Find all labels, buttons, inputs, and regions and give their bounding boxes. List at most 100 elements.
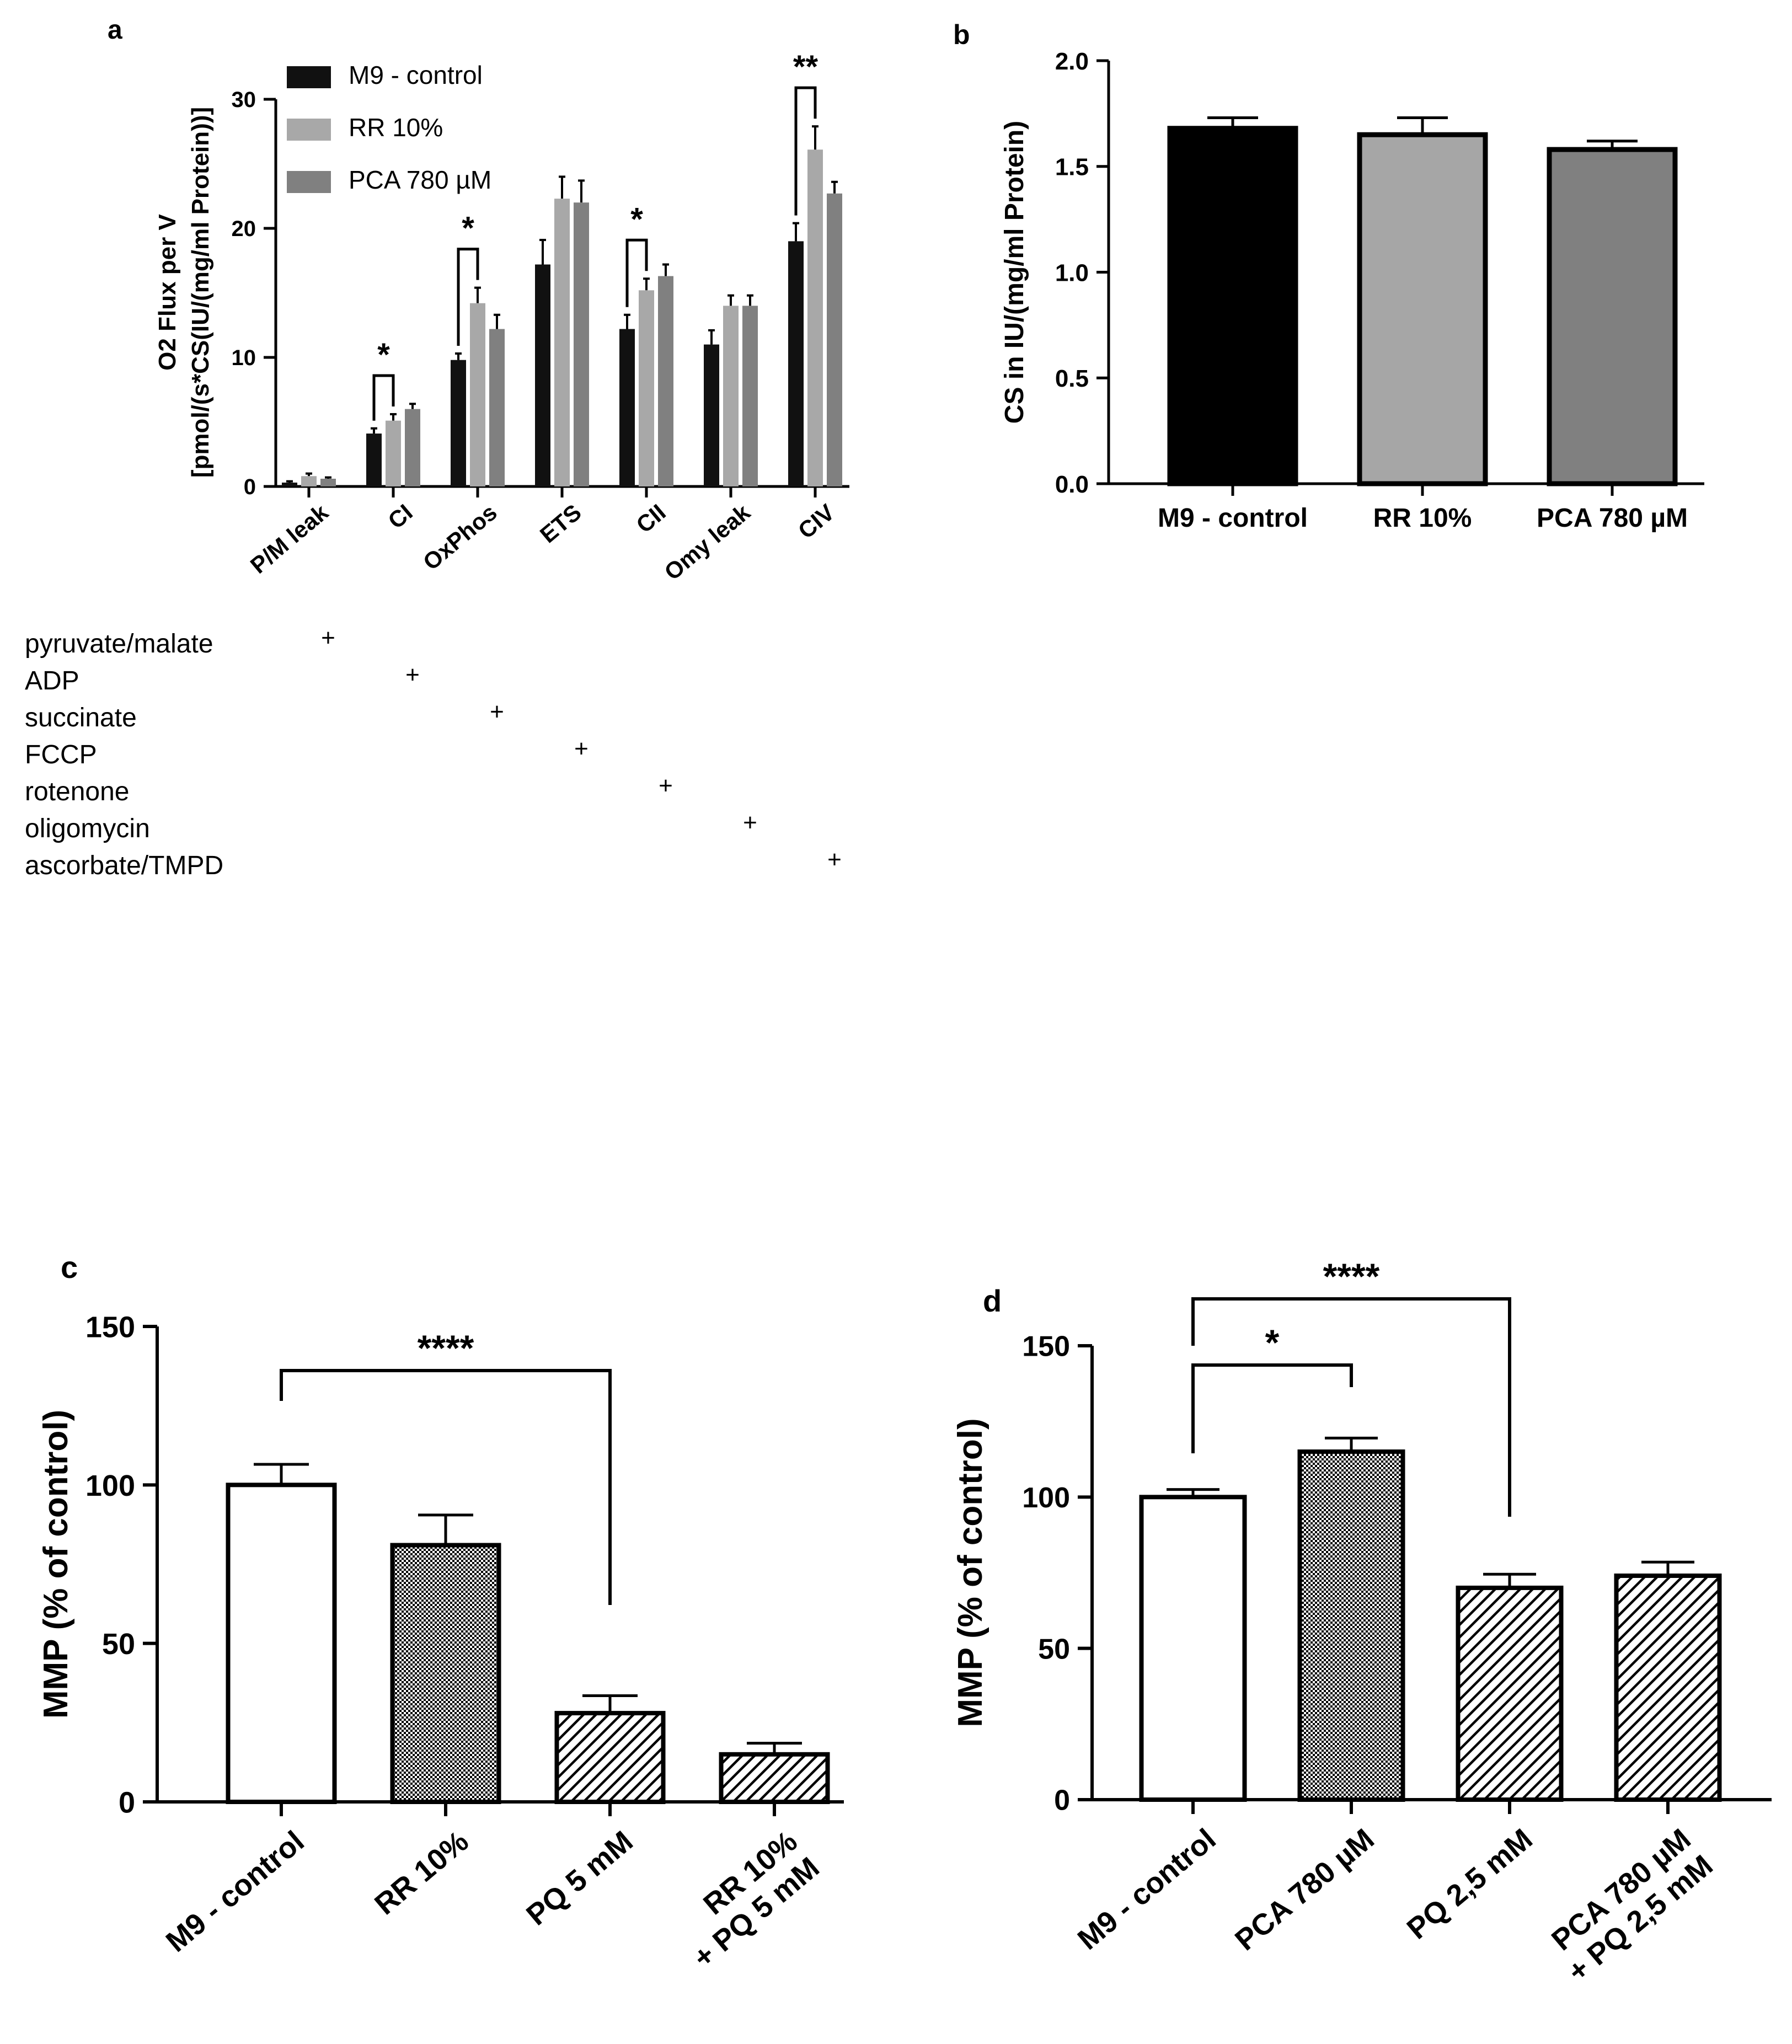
x-tick-label-line: M9 - control [160,1824,311,1959]
y-axis-label: MMP (% of control) [951,1418,989,1727]
significance-label: **** [1323,1256,1380,1297]
bar-pca-780-m-ci [405,409,420,486]
panel-letter: c [61,1250,78,1285]
significance-label: * [462,211,474,247]
x-tick-label: Omy leak [659,499,755,585]
y-tick-label: 0.5 [1055,365,1089,392]
bar-pq-5-mm [554,1711,666,1804]
y-tick-label: 20 [232,217,256,241]
bar-m9-control-oxphos [451,360,466,486]
y-tick-label: 50 [1038,1633,1070,1665]
bar-rr-10-cii [639,290,654,486]
x-tick-label: PCA 780 µM [1537,504,1688,533]
x-tick-label: P/M leak [245,499,333,578]
legend-label: PCA 780 µM [349,165,491,194]
bar-m9-control-civ [788,241,804,486]
x-tick-label: RR 10% [368,1824,475,1921]
x-tick-label-line: PQ 2,5 mM [1401,1822,1539,1945]
panel-a-chart: a 0 10 20 30 O2 Flux per V [pmol/(s*CS(IU/(mg/… [25,15,849,880]
y-tick-label: 30 [232,88,256,112]
legend-label: M9 - control [349,61,483,89]
substrate-label: pyruvate/malate [25,629,213,659]
substrate-mark: + [405,661,420,688]
y-tick-label: 150 [85,1310,135,1344]
significance-bracket [625,238,648,307]
substrate-label: ADP [25,666,79,695]
bar-rr-10-p-m-leak [301,476,317,486]
significance-bracket [372,374,395,421]
legend-swatch [287,66,331,88]
y-axis-label: MMP (% of control) [37,1410,75,1719]
substrate-mark: + [827,846,842,873]
legend-swatch [287,119,331,141]
significance-bracket [1191,1297,1511,1517]
bar-m9-control-ci [366,434,382,486]
significance-bracket [457,248,479,346]
y-tick-label: 100 [85,1469,135,1502]
x-tick-label-line: PQ 5 mM [520,1824,639,1931]
bar-rr-10-pq-5-mm [719,1752,830,1805]
x-tick-label: PQ 5 mM [520,1824,639,1931]
x-tick-label: M9 - control [1072,1822,1222,1956]
y-axis-label: [pmol/(s*CS(IU/(mg/ml Protein))] [187,107,214,478]
substrate-label: oligomycin [25,814,150,843]
y-tick-label: 150 [1022,1331,1070,1363]
bar-pca-780-m [1297,1449,1405,1802]
x-tick-label: PCA 780 µM [1229,1822,1381,1957]
y-tick-label: 0 [119,1786,135,1819]
substrate-label: FCCP [25,740,97,769]
panel-c-chart: c 0 50 100 150 MMP (% of control) M9 - control… [37,1250,844,1975]
significance-label: * [377,337,390,373]
significance-bracket [280,1369,612,1605]
x-tick-label: RR 10%+ PQ 5 mM [665,1824,825,1975]
x-tick-label: RR 10% [1373,504,1472,533]
y-tick-label: 1.5 [1055,154,1089,181]
bar-rr-10-oxphos [470,303,485,486]
substrate-label: ascorbate/TMPD [25,851,223,880]
x-tick-label: M9 - control [1158,504,1308,533]
x-tick-label: ETS [535,499,586,548]
bar-rr-10-ci [386,420,401,486]
legend-label: RR 10% [349,113,443,142]
bar-pca-780-m-p-m-leak [320,478,336,486]
bar-rr-10-civ [807,149,823,486]
x-tick-label: CI [383,499,417,534]
x-tick-label: PCA 780 µM+ PQ 2,5 mM [1539,1822,1719,1988]
bar-rr-10-ets [554,199,570,486]
significance-label: ** [793,49,819,85]
substrate-label: succinate [25,703,137,732]
panel-d-chart: d 0 50 100 150 MMP (% of control) M9 - control… [951,1256,1772,1988]
substrate-mark: + [490,698,504,725]
significance-bracket [1191,1363,1353,1453]
bar-pca-780-m-ets [574,202,589,486]
significance-label: * [1265,1322,1280,1363]
bar-rr-10 [1357,132,1488,486]
y-axis-label: O2 Flux per V [154,214,181,371]
y-tick-label: 0 [244,475,256,499]
panel-b-chart: b 0.0 0.5 1.0 1.5 2.0 CS in IU/(mg/ml Protein)… [953,19,1704,533]
panel-letter: d [983,1283,1002,1318]
substrate-mark: + [574,735,589,762]
substrate-mark: + [743,809,757,836]
bar-m9-control [226,1483,337,1804]
bar-m9-control-omy-leak [704,344,719,486]
bar-pca-780-m-civ [827,193,842,486]
bar-m9-control-ets [535,264,550,486]
x-tick-label: CIV [793,499,839,544]
bar-pq-2-5-mm [1456,1585,1564,1802]
bar-rr-10-omy-leak [723,306,739,486]
x-tick-label: PQ 2,5 mM [1401,1822,1539,1945]
y-tick-label: 50 [102,1628,135,1661]
y-tick-label: 0.0 [1055,471,1089,498]
x-tick-label: M9 - control [160,1824,311,1959]
bar-m9-control-p-m-leak [282,482,297,486]
bar-pca-780-m-oxphos [489,329,505,486]
substrate-mark: + [659,772,673,799]
x-tick-label: OxPhos [418,499,502,575]
y-axis-label: CS in IU/(mg/ml Protein) [1000,121,1029,424]
y-tick-label: 2.0 [1055,48,1089,75]
significance-label: * [630,201,643,237]
x-tick-label-line: PCA 780 µM [1229,1822,1381,1957]
substrate-label: rotenone [25,777,130,806]
significance-label: **** [418,1328,474,1368]
